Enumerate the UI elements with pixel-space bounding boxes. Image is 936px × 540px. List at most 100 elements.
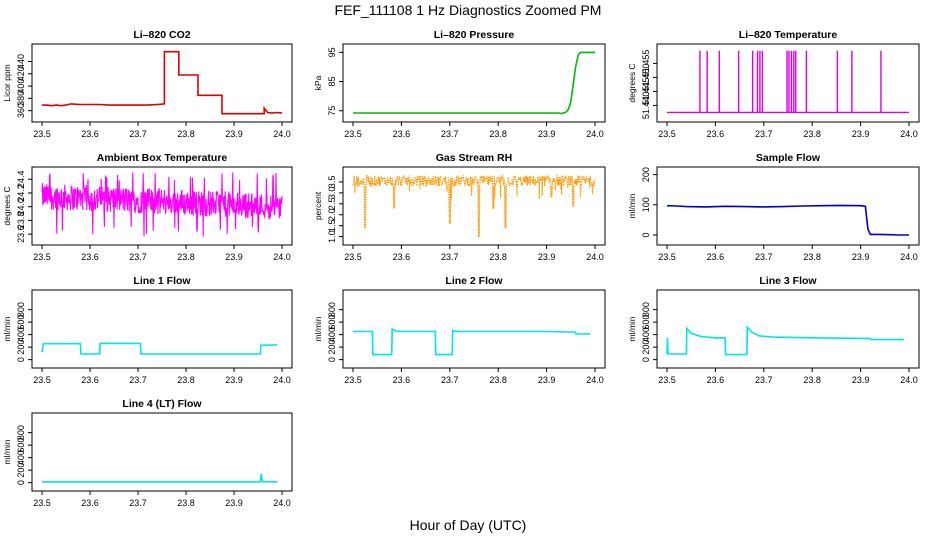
x-tick-label: 24.0: [273, 129, 291, 139]
plot-frame: [656, 43, 920, 123]
plot-frame: [656, 289, 920, 369]
plot-frame: [656, 166, 920, 246]
x-tick-label: 23.5: [33, 498, 51, 508]
chart-title: Ambient Box Temperature: [97, 152, 228, 164]
y-tick-label: 23.8: [16, 212, 26, 230]
y-tick-label: 51.445: [641, 78, 651, 106]
x-tick-label: 23.7: [129, 498, 147, 508]
x-tick-label: 23.8: [489, 129, 507, 139]
y-tick-label: 24.4: [16, 170, 26, 188]
x-tick-label: 23.8: [177, 498, 195, 508]
y-tick-label: 85: [327, 77, 337, 87]
y-tick-label: 800: [641, 302, 651, 317]
y-tick-label: 0: [327, 357, 337, 362]
x-tick-label: 23.5: [33, 375, 51, 385]
x-tick-label: 23.9: [225, 252, 243, 262]
y-tick-label: 360: [16, 103, 26, 118]
x-tick-label: 23.9: [852, 252, 870, 262]
y-axis-label: ml/min: [313, 316, 323, 341]
y-tick-label: 400: [641, 327, 651, 342]
x-tick-label: 23.5: [658, 375, 676, 385]
y-tick-label: 380: [16, 91, 26, 106]
y-tick-label: 2.5: [327, 198, 337, 211]
x-tick-label: 23.8: [177, 252, 195, 262]
x-tick-label: 23.8: [177, 375, 195, 385]
plot-frame: [31, 43, 293, 123]
x-tick-label: 23.7: [129, 129, 147, 139]
chart-title: Line 4 (LT) Flow: [122, 398, 202, 410]
y-axis-label: ml/min: [2, 316, 12, 341]
x-tick-label: 23.9: [225, 375, 243, 385]
y-axis-label: ml/min: [627, 193, 637, 218]
x-tick-label: 23.7: [755, 129, 773, 139]
x-tick-label: 23.6: [707, 252, 725, 262]
x-tick-label: 23.6: [393, 375, 411, 385]
x-tick-label: 23.6: [81, 252, 99, 262]
y-tick-label: 400: [16, 450, 26, 465]
page-title: FEF_111108 1 Hz Diagnostics Zoomed PM: [334, 2, 602, 18]
x-tick-label: 23.6: [393, 129, 411, 139]
y-tick-label: 600: [641, 315, 651, 330]
y-axis-label: percent: [313, 191, 323, 220]
chart-panel-4: Ambient Box Temperature degrees C 23.5 23.6…: [2, 152, 293, 262]
x-tick-label: 24.0: [273, 375, 291, 385]
chart-title: Li–820 Temperature: [739, 29, 838, 41]
y-axis-label: Licor ppm: [2, 64, 12, 101]
y-tick-label: 800: [327, 302, 337, 317]
series-line: [42, 50, 283, 115]
x-tick-label: 23.6: [707, 375, 725, 385]
x-tick-label: 24.0: [273, 498, 291, 508]
x-tick-label: 23.5: [33, 129, 51, 139]
chart-panel-9: Line 3 Flow ml/min 23.5 23.6 23.7 23.8 23.9 24.…: [627, 275, 920, 385]
y-tick-label: 0: [641, 232, 651, 237]
x-tick-label: 23.9: [538, 252, 556, 262]
x-tick-label: 23.9: [225, 498, 243, 508]
x-tick-label: 23.7: [755, 375, 773, 385]
x-tick-label: 23.8: [803, 129, 821, 139]
y-tick-label: 400: [327, 327, 337, 342]
x-tick-label: 24.0: [586, 252, 604, 262]
x-tick-label: 23.9: [538, 375, 556, 385]
y-tick-label: 200: [641, 167, 651, 182]
x-tick-label: 23.8: [489, 375, 507, 385]
chart-panel-2: Li–820 Pressure kPa 23.5 23.6 23.7 23.8 23.9 24…: [313, 29, 606, 139]
x-tick-label: 24.0: [586, 375, 604, 385]
y-tick-label: 400: [16, 327, 26, 342]
x-tick-label: 24.0: [900, 129, 918, 139]
x-tick-label: 24.0: [900, 252, 918, 262]
series-line: [353, 327, 591, 356]
plot-frame: [31, 289, 293, 369]
y-tick-label: 95: [327, 47, 337, 57]
chart-panel-5: Gas Stream RH percent 23.5 23.6 23.7 23.8 23.9…: [313, 152, 606, 262]
y-tick-label: 0: [641, 357, 651, 362]
y-tick-label: 600: [16, 315, 26, 330]
x-tick-label: 23.7: [129, 375, 147, 385]
chart-panel-10: Line 4 (LT) Flow ml/min 23.5 23.6 23.7 23.8 23…: [2, 398, 293, 508]
y-axis-label: degrees C: [2, 186, 12, 225]
y-tick-label: 200: [16, 463, 26, 478]
x-tick-label: 23.9: [538, 129, 556, 139]
series-line: [41, 172, 283, 237]
y-tick-label: 600: [16, 438, 26, 453]
chart-title: Gas Stream RH: [436, 152, 512, 164]
x-tick-label: 23.6: [81, 375, 99, 385]
y-axis-label: ml/min: [627, 316, 637, 341]
y-axis-label: degrees C: [627, 63, 637, 102]
y-tick-label: 0: [16, 357, 26, 362]
x-tick-label: 23.6: [81, 498, 99, 508]
x-tick-label: 23.8: [803, 375, 821, 385]
x-tick-label: 23.7: [441, 375, 459, 385]
plot-frame: [31, 412, 293, 492]
x-tick-label: 23.9: [852, 129, 870, 139]
x-tick-label: 24.0: [273, 252, 291, 262]
y-tick-label: 24.0: [16, 198, 26, 216]
x-tick-label: 24.0: [586, 129, 604, 139]
plot-frame: [342, 166, 606, 246]
x-tick-label: 24.0: [900, 375, 918, 385]
chart-title: Line 2 Flow: [445, 275, 503, 287]
chart-panel-7: Line 1 Flow ml/min 23.5 23.6 23.7 23.8 23.9 24.…: [2, 275, 293, 385]
y-tick-label: 51.455: [641, 50, 651, 78]
x-tick-label: 23.5: [658, 252, 676, 262]
x-axis-label: Hour of Day (UTC): [409, 517, 527, 533]
